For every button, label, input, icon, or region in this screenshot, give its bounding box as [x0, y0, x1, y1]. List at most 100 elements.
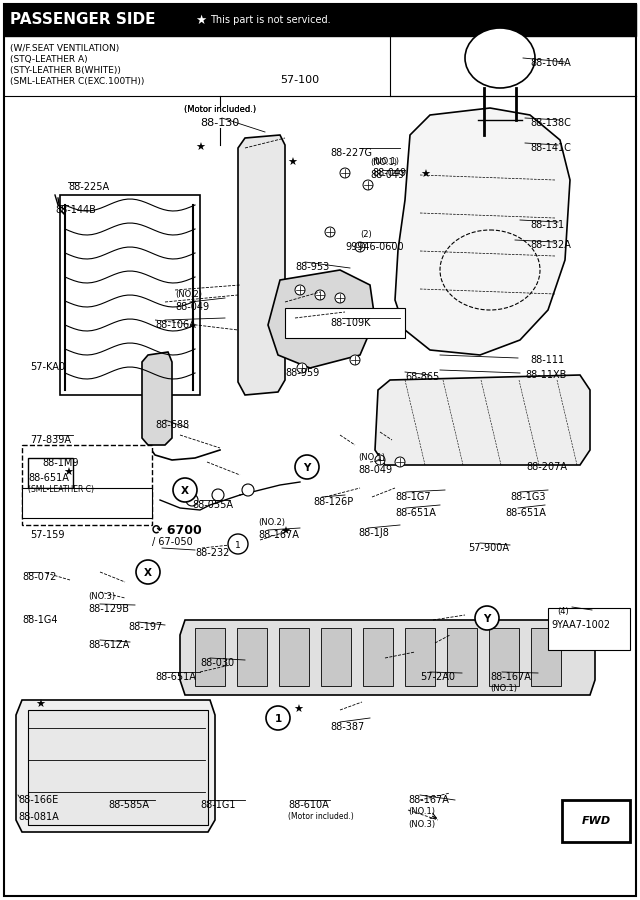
Circle shape: [395, 457, 405, 467]
Bar: [195, 628, 225, 686]
Text: 1: 1: [275, 714, 282, 724]
Bar: [237, 628, 267, 686]
Polygon shape: [142, 352, 172, 445]
Text: 88-959: 88-959: [285, 368, 319, 378]
Text: 68-865: 68-865: [405, 372, 439, 382]
Text: 88-953: 88-953: [295, 262, 329, 272]
Circle shape: [325, 227, 335, 237]
Text: 88-167A: 88-167A: [490, 672, 531, 682]
Text: 88-131: 88-131: [530, 220, 564, 230]
Text: 88-166E: 88-166E: [18, 795, 58, 805]
Text: / 67-050: / 67-050: [152, 537, 193, 547]
Text: 88-1G4: 88-1G4: [22, 615, 58, 625]
Text: 88-651A: 88-651A: [155, 672, 196, 682]
Circle shape: [340, 168, 350, 178]
Text: 88-129B: 88-129B: [88, 604, 129, 614]
Circle shape: [186, 494, 198, 506]
Text: 88-197: 88-197: [128, 622, 163, 632]
Text: 57-159: 57-159: [30, 530, 65, 540]
Text: 88-049: 88-049: [372, 168, 406, 178]
Text: 88-167A: 88-167A: [408, 795, 449, 805]
Polygon shape: [238, 135, 285, 395]
Text: 88-049: 88-049: [175, 302, 209, 312]
Text: (NO.1): (NO.1): [490, 684, 517, 693]
Circle shape: [335, 293, 345, 303]
Text: (NO.1): (NO.1): [370, 158, 397, 167]
Text: 88-651A: 88-651A: [28, 473, 69, 483]
Text: 88-1G7: 88-1G7: [395, 492, 431, 502]
Text: ★: ★: [195, 143, 205, 153]
Text: 88-225A: 88-225A: [68, 182, 109, 192]
Circle shape: [363, 180, 373, 190]
Circle shape: [173, 478, 197, 502]
Text: 88-132A: 88-132A: [530, 240, 571, 250]
Text: (Motor included.): (Motor included.): [184, 105, 256, 114]
Text: 57-900A: 57-900A: [468, 543, 509, 553]
Text: (NO.1): (NO.1): [358, 453, 385, 462]
Text: (SML-LEATHER C): (SML-LEATHER C): [28, 485, 94, 494]
Circle shape: [355, 242, 365, 252]
Text: 88-138C: 88-138C: [530, 118, 571, 128]
Circle shape: [315, 290, 325, 300]
Text: 88-651A: 88-651A: [505, 508, 546, 518]
Bar: [285, 308, 405, 338]
Bar: [405, 628, 435, 686]
Text: (2): (2): [360, 230, 372, 239]
Text: (Motor included.): (Motor included.): [184, 105, 256, 114]
Text: (NO.1): (NO.1): [372, 157, 399, 166]
Text: (4): (4): [557, 607, 569, 616]
Text: 88-111: 88-111: [530, 355, 564, 365]
Text: 88-144B: 88-144B: [55, 205, 96, 215]
Text: 88-387: 88-387: [330, 722, 364, 732]
Text: 88-049: 88-049: [370, 170, 404, 180]
Text: 88-072: 88-072: [22, 572, 56, 582]
Text: (STY-LEATHER B(WHITE)): (STY-LEATHER B(WHITE)): [10, 66, 121, 75]
Bar: [489, 628, 519, 686]
Bar: [562, 800, 630, 842]
Text: X: X: [144, 568, 152, 578]
Text: (NO.3): (NO.3): [408, 820, 435, 829]
Bar: [60, 195, 200, 395]
Text: 88-1J8: 88-1J8: [358, 528, 389, 538]
Text: 88-055A: 88-055A: [192, 500, 233, 510]
Text: 88-688: 88-688: [155, 420, 189, 430]
Bar: [28, 458, 73, 488]
Text: 88-167A: 88-167A: [258, 530, 299, 540]
Text: 88-232: 88-232: [195, 548, 229, 558]
Polygon shape: [268, 270, 375, 368]
Text: 88-130: 88-130: [200, 118, 239, 128]
Text: (NO.2): (NO.2): [175, 290, 202, 299]
Text: ★: ★: [195, 14, 206, 26]
Bar: [279, 628, 309, 686]
Text: 88-081A: 88-081A: [18, 812, 59, 822]
Text: 88-049: 88-049: [358, 465, 392, 475]
Text: Y: Y: [483, 614, 491, 624]
Text: 88-1G1: 88-1G1: [200, 800, 236, 810]
Bar: [447, 628, 477, 686]
Circle shape: [136, 560, 160, 584]
Bar: [28, 710, 208, 825]
Text: ★: ★: [35, 700, 45, 710]
Text: 88-1G3: 88-1G3: [510, 492, 545, 502]
Text: 9YAA7-1002: 9YAA7-1002: [551, 620, 610, 630]
Polygon shape: [375, 375, 590, 465]
Text: ⟳ 6700: ⟳ 6700: [152, 524, 202, 537]
Text: (SML-LEATHER C(EXC.100TH)): (SML-LEATHER C(EXC.100TH)): [10, 77, 145, 86]
Bar: [22, 488, 152, 518]
Text: 88-11XB: 88-11XB: [525, 370, 566, 380]
Text: FWD: FWD: [581, 816, 611, 826]
Text: (W/F.SEAT VENTILATION): (W/F.SEAT VENTILATION): [10, 44, 119, 53]
Text: 88-1M9: 88-1M9: [42, 458, 79, 468]
Text: 88-61ZA: 88-61ZA: [88, 640, 129, 650]
Text: 1: 1: [235, 541, 241, 550]
Text: 77-839A: 77-839A: [30, 435, 71, 445]
Text: 88-610A: 88-610A: [288, 800, 329, 810]
Text: 57-2A0: 57-2A0: [420, 672, 455, 682]
Circle shape: [242, 484, 254, 496]
Text: 57-100: 57-100: [280, 75, 319, 85]
Circle shape: [228, 534, 248, 554]
Polygon shape: [16, 700, 215, 832]
Circle shape: [375, 455, 385, 465]
Text: 88-109K: 88-109K: [330, 318, 371, 328]
Circle shape: [295, 285, 305, 295]
